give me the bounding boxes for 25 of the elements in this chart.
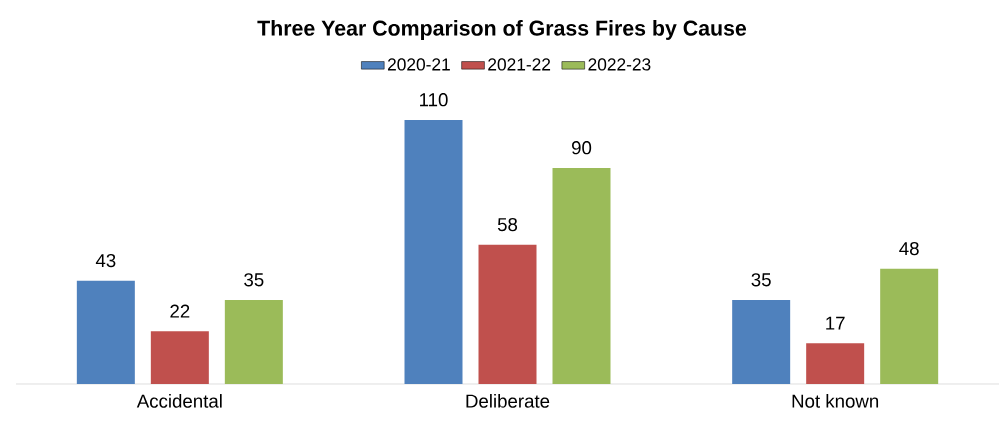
x-tick-label: Deliberate (466, 394, 550, 408)
data-label: 90 (572, 141, 592, 155)
bar (732, 299, 791, 384)
x-tick-label: Accidental (136, 394, 222, 408)
data-label: 43 (95, 253, 116, 268)
data-label: 17 (826, 316, 845, 330)
data-label: 22 (170, 304, 190, 318)
legend-label: 2021-22 (488, 58, 551, 71)
data-label: 35 (751, 273, 771, 287)
data-label: 35 (244, 273, 264, 287)
chart-title: Three Year Comparison of Grass Fires by Cause (257, 20, 747, 40)
data-label: 110 (420, 93, 448, 107)
bar (806, 343, 865, 384)
data-label: 48 (899, 241, 919, 256)
bar (150, 331, 209, 384)
bar (224, 299, 283, 384)
bar (552, 167, 611, 384)
x-tick-label: Not known (792, 394, 879, 408)
bar (404, 119, 463, 384)
data-label: 58 (497, 217, 518, 232)
legend-label: 2020-21 (387, 58, 450, 71)
bar (76, 280, 135, 384)
legend-label: 2022-23 (588, 58, 651, 71)
bar (478, 244, 537, 384)
bar (880, 268, 939, 384)
